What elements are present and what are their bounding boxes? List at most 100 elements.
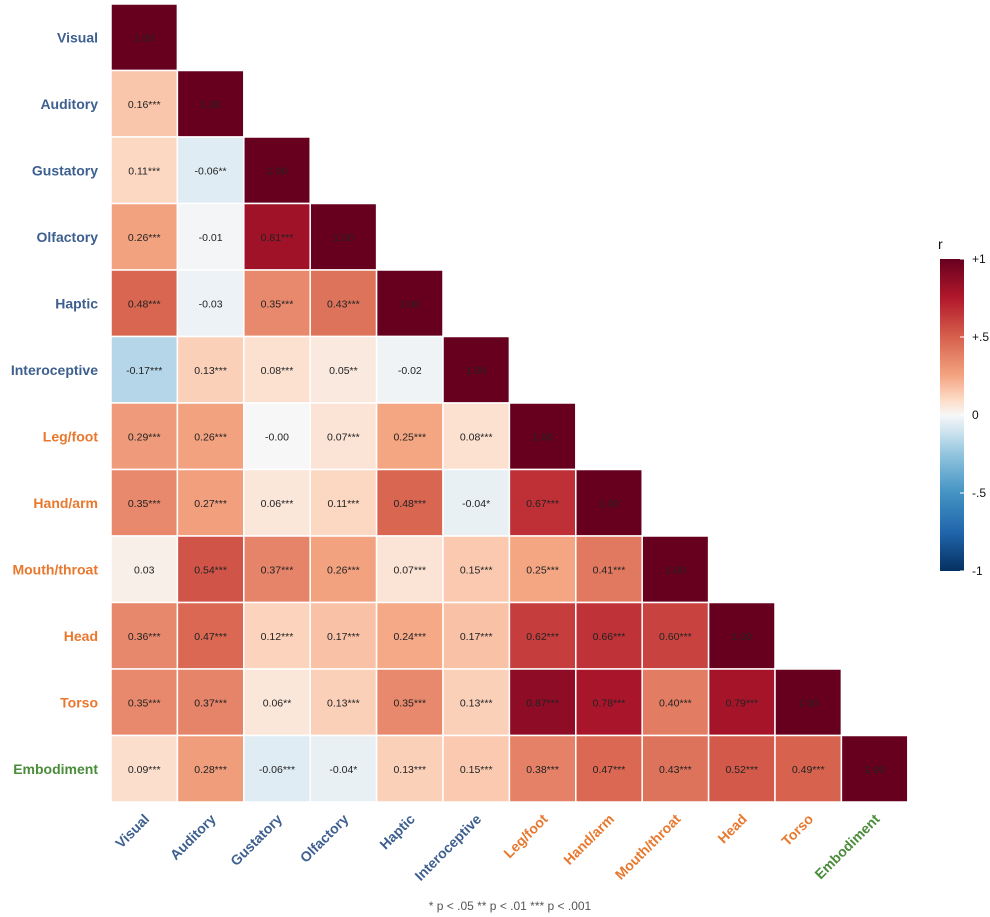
cell-value-label: 0.13*** bbox=[194, 365, 227, 377]
column-label-auditory: Auditory bbox=[167, 811, 219, 863]
column-label-visual: Visual bbox=[112, 811, 152, 851]
row-label-olfactory: Olfactory bbox=[37, 229, 99, 245]
heatmap-cell-auditory-visual bbox=[110, 69, 179, 138]
heatmap-cell-embodiment-torso bbox=[774, 734, 843, 803]
cell-value-label: 0.79*** bbox=[725, 697, 758, 709]
cell-value-label: 0.09*** bbox=[128, 764, 161, 776]
cell-value-label: 0.28*** bbox=[194, 764, 227, 776]
heatmap-cell-olfactory-auditory bbox=[176, 202, 245, 271]
color-legend: r +1 +.5 0 -.5 -1 bbox=[938, 236, 989, 578]
cell-value-label: 1.00 bbox=[864, 764, 885, 776]
heatmap-cell-head-gustatory bbox=[243, 601, 311, 670]
heatmap-cell-head-olfactory bbox=[309, 601, 378, 670]
legend-tick-label: +1 bbox=[972, 252, 986, 266]
heatmap-cell-embodiment-interoceptive bbox=[442, 734, 511, 803]
cell-value-label: -0.04* bbox=[329, 764, 357, 776]
cell-value-label: 0.27*** bbox=[194, 498, 227, 510]
cell-value-label: -0.06*** bbox=[259, 764, 295, 776]
cell-value-label: 0.25*** bbox=[526, 564, 559, 576]
cell-value-label: 0.87*** bbox=[526, 697, 559, 709]
cell-value-label: 0.41*** bbox=[593, 564, 626, 576]
cell-value-label: 0.35*** bbox=[128, 697, 161, 709]
cell-value-label: 0.16*** bbox=[128, 99, 161, 111]
cell-value-label: 0.43*** bbox=[659, 764, 692, 776]
cell-value-label: 0.37*** bbox=[261, 564, 294, 576]
heatmap-cell-interoceptive-haptic bbox=[375, 335, 444, 404]
cell-value-label: 0.35*** bbox=[393, 697, 426, 709]
column-label-gustatory: Gustatory bbox=[227, 811, 285, 869]
cell-value-label: 0.07*** bbox=[393, 564, 426, 576]
cell-value-label: 0.54*** bbox=[194, 564, 227, 576]
heatmap-cell-head-interoceptive bbox=[442, 601, 511, 670]
cell-value-label: 1.00 bbox=[599, 498, 620, 510]
cell-value-label: 1.00 bbox=[134, 32, 155, 44]
heatmap-cell-gustatory-gustatory bbox=[243, 136, 311, 205]
heatmap-cell-leg-foot-leg-foot bbox=[508, 402, 577, 471]
cell-value-label: 1.00 bbox=[267, 165, 288, 177]
cell-value-label: 0.26*** bbox=[194, 431, 227, 443]
cell-value-label: 1.00 bbox=[400, 298, 421, 310]
heatmap-cell-torso-torso bbox=[774, 668, 843, 737]
cell-value-label: 0.66*** bbox=[593, 631, 626, 643]
heatmap-cell-head-visual bbox=[110, 601, 179, 670]
column-label-head: Head bbox=[714, 811, 750, 847]
cell-value-label: 0.40*** bbox=[659, 697, 692, 709]
cell-value-label: 0.08*** bbox=[460, 431, 493, 443]
heatmap-cell-mouth-throat-mouth-throat bbox=[641, 535, 710, 604]
row-label-auditory: Auditory bbox=[40, 96, 98, 112]
cell-value-label: 0.05** bbox=[329, 365, 358, 377]
heatmap-cell-torso-olfactory bbox=[309, 668, 378, 737]
cell-value-label: 1.00 bbox=[333, 232, 354, 244]
column-label-mouth-throat: Mouth/throat bbox=[612, 811, 684, 883]
heatmap-cell-embodiment-auditory bbox=[176, 734, 245, 803]
heatmap-cell-mouth-throat-olfactory bbox=[309, 535, 378, 604]
legend-tick-label: -1 bbox=[972, 564, 983, 578]
heatmap-cell-leg-foot-visual bbox=[110, 402, 179, 471]
heatmap-cell-hand-arm-hand-arm bbox=[575, 468, 643, 537]
heatmap-cell-embodiment-gustatory bbox=[243, 734, 311, 803]
cell-value-label: 0.48*** bbox=[393, 498, 426, 510]
cell-value-label: 0.26*** bbox=[128, 232, 161, 244]
cell-value-label: -0.01 bbox=[199, 232, 223, 244]
column-label-hand-arm: Hand/arm bbox=[560, 811, 617, 868]
cell-value-label: 1.00 bbox=[466, 365, 487, 377]
row-label-embodiment: Embodiment bbox=[13, 761, 98, 777]
cell-value-label: -0.06** bbox=[195, 165, 227, 177]
legend-title: r bbox=[938, 236, 943, 252]
heatmap-cell-torso-mouth-throat bbox=[641, 668, 710, 737]
cell-value-label: 0.52*** bbox=[725, 764, 758, 776]
heatmap-cell-head-mouth-throat bbox=[641, 601, 710, 670]
column-labels: Visual Auditory Gustatory Olfactory HapticIn… bbox=[112, 811, 883, 884]
heatmap-cell-interoceptive-gustatory bbox=[243, 335, 311, 404]
cell-value-label: 0.36*** bbox=[128, 631, 161, 643]
cell-value-label: 0.07*** bbox=[327, 431, 360, 443]
row-label-interoceptive: Interoceptive bbox=[11, 362, 98, 378]
heatmap-cell-embodiment-leg-foot bbox=[508, 734, 577, 803]
cell-value-label: 0.60*** bbox=[659, 631, 692, 643]
heatmap-cells: 1.00 0.16*** 1.00 0.11*** -0.06** 1.00 0.26***… bbox=[110, 3, 909, 803]
legend-ticks: +1 +.5 0 -.5 -1 bbox=[960, 252, 989, 578]
heatmap-cell-embodiment-head bbox=[707, 734, 776, 803]
cell-value-label: -0.00 bbox=[265, 431, 289, 443]
cell-value-label: 1.00 bbox=[532, 431, 553, 443]
row-label-torso: Torso bbox=[60, 694, 98, 710]
row-label-haptic: Haptic bbox=[55, 295, 98, 311]
cell-value-label: 0.03 bbox=[134, 564, 155, 576]
cell-value-label: -0.17*** bbox=[126, 365, 162, 377]
cell-value-label: 0.06** bbox=[263, 697, 292, 709]
heatmap-cell-embodiment-embodiment bbox=[840, 734, 909, 803]
cell-value-label: 0.08*** bbox=[261, 365, 294, 377]
column-label-embodiment: Embodiment bbox=[811, 811, 883, 883]
cell-value-label: 0.48*** bbox=[128, 298, 161, 310]
heatmap-cell-interoceptive-visual bbox=[110, 335, 179, 404]
cell-value-label: 0.29*** bbox=[128, 431, 161, 443]
cell-value-label: 0.78*** bbox=[593, 697, 626, 709]
cell-value-label: 0.15*** bbox=[460, 764, 493, 776]
legend-tick-label: +.5 bbox=[972, 330, 989, 344]
legend-tick-label: -.5 bbox=[972, 486, 986, 500]
cell-value-label: 0.13*** bbox=[327, 697, 360, 709]
column-label-haptic: Haptic bbox=[376, 811, 418, 853]
heatmap-cell-interoceptive-auditory bbox=[176, 335, 245, 404]
column-label-olfactory: Olfactory bbox=[297, 811, 352, 866]
